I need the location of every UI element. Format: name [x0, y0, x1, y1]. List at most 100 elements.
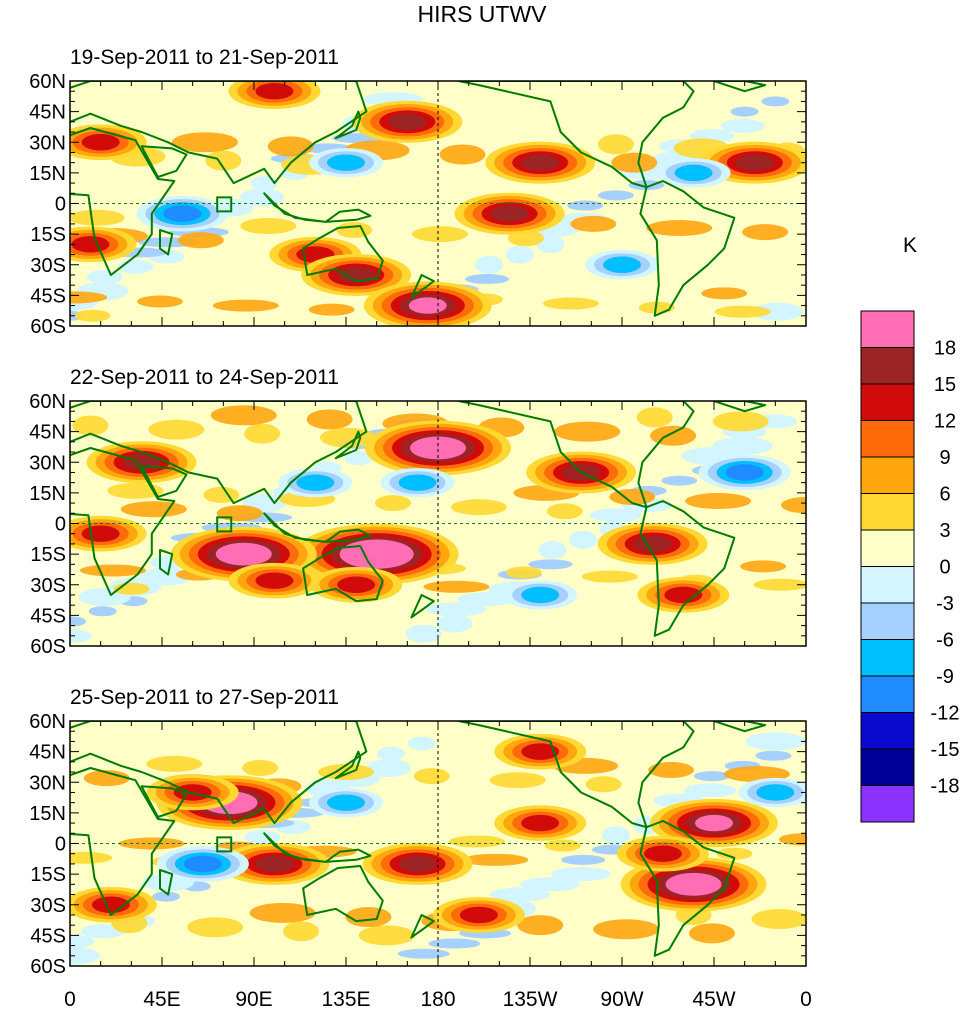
field-cell-pos: [148, 419, 205, 440]
field-cell-neg: [589, 508, 642, 523]
map-panel: 60N 45N 30N 15N 0 15S 30S 45S 60S 22-Sep-2011 to …: [29, 366, 807, 658]
y-tick-label: 30S: [30, 895, 66, 917]
field-cell-pos: [171, 132, 238, 153]
coastline: [713, 721, 767, 733]
field-cell-pos: [120, 501, 187, 518]
coastline: [713, 81, 767, 93]
field-cell-neg: [70, 628, 92, 643]
colorbar-label: -6: [936, 630, 954, 652]
field-cell-pos: [212, 299, 279, 312]
field-cell-pos: [177, 232, 224, 249]
colorbar-label: -12: [931, 703, 960, 725]
anomaly-blob: [674, 876, 713, 893]
coastline: [639, 500, 736, 637]
field-cell-neg: [405, 624, 442, 643]
anomaly-blob: [756, 784, 795, 801]
anomaly-blob: [643, 845, 682, 862]
coastline: [713, 401, 767, 413]
anomaly-blob: [255, 855, 294, 873]
field-cell-pos: [517, 915, 564, 936]
field-cell-pos: [240, 217, 297, 234]
colorbar-label: 12: [934, 411, 956, 433]
field-cell-pos: [778, 833, 806, 846]
field-cell-pos: [450, 499, 507, 516]
panel-subtitle: 19-Sep-2011 to 21-Sep-2011: [70, 46, 339, 69]
y-tick-label: 60N: [29, 391, 66, 413]
anomaly-blob: [521, 743, 560, 760]
field-cell-neg: [70, 946, 100, 965]
colorbar-swatch: [860, 383, 915, 421]
coastlines: [70, 81, 767, 317]
field-cell-neg: [693, 771, 730, 782]
field-cell-pos: [413, 768, 450, 785]
coastline: [70, 81, 368, 185]
field-cell-neg: [755, 750, 792, 761]
anomaly-blob: [398, 855, 437, 873]
island-box: [216, 836, 233, 853]
coastline: [639, 180, 736, 317]
colorbar-label: 6: [939, 484, 950, 506]
anomaly-blob: [327, 794, 365, 811]
colorbar-label: 3: [939, 520, 950, 542]
y-tick-label: 45S: [30, 925, 66, 947]
field-cell-pos: [210, 405, 277, 426]
field-cell-pos: [753, 578, 806, 591]
anomaly-blob: [490, 205, 529, 222]
field-cell-neg: [569, 530, 598, 549]
y-tick-label: 15N: [29, 803, 66, 825]
field-cell-pos: [249, 902, 316, 923]
field-cell-pos: [593, 919, 660, 940]
anomaly-blob: [296, 474, 335, 491]
colorbar-label: 0: [939, 557, 950, 579]
field-cell-pos: [439, 144, 486, 165]
field-cell-pos: [336, 222, 373, 239]
field-cell-pos: [358, 925, 415, 946]
anomaly-blob: [408, 297, 447, 314]
field-cell-pos: [581, 570, 638, 583]
field-cell-neg: [426, 602, 487, 617]
anomaly-blob: [725, 464, 764, 481]
coastline: [140, 145, 188, 178]
field-cell-neg: [397, 948, 450, 959]
coastline: [334, 750, 362, 780]
field-cell-pos: [685, 493, 752, 510]
coastline: [334, 110, 362, 140]
field-cell-pos: [646, 220, 713, 236]
anomaly-blob: [419, 439, 457, 457]
field-cell-pos: [650, 425, 697, 446]
panel-subtitle: 22-Sep-2011 to 24-Sep-2011: [70, 366, 339, 389]
map-panel: 60N 45N 30N 15N 0 15S 30S 45S 60S 25-Sep-2011 to …: [29, 686, 807, 978]
coastline: [302, 225, 384, 283]
colorbar-label: -3: [936, 593, 954, 615]
colorbar-swatch: [860, 420, 915, 458]
anomaly-blob: [71, 236, 110, 253]
field-cell-neg: [567, 200, 604, 211]
field-cell-neg: [597, 190, 634, 201]
field-cell-neg: [520, 877, 581, 892]
anomaly-blob: [337, 266, 376, 284]
field-cell-neg: [505, 245, 534, 264]
coastline: [159, 869, 174, 896]
y-tick-label: 60S: [30, 636, 66, 658]
field-cell-pos: [544, 839, 581, 852]
field-cell-neg: [475, 255, 504, 274]
coastline: [263, 192, 372, 223]
y-tick-label: 60S: [30, 956, 66, 978]
field-cell-pos: [74, 309, 111, 322]
field-cell-pos: [70, 209, 125, 226]
field-cell-neg: [745, 732, 806, 751]
coastline: [70, 721, 368, 825]
x-tick-label: 90E: [235, 988, 272, 1011]
map-panel: 60N 45N 30N 15N 0 15S 30S 45S 60S 19-Sep-2011 to …: [29, 46, 807, 338]
y-tick-label: 0: [55, 834, 66, 856]
coastline: [70, 447, 176, 596]
y-tick-label: 0: [55, 194, 66, 216]
field-cell-pos: [267, 136, 314, 157]
field-cell-neg: [528, 559, 573, 570]
coastlines: [70, 721, 767, 957]
field-cell-pos: [216, 505, 263, 522]
colorbar-label: -18: [931, 776, 960, 798]
colorbar-unit: K: [903, 234, 917, 257]
field-cell-pos: [542, 297, 599, 310]
field-cell-neg: [561, 854, 606, 865]
